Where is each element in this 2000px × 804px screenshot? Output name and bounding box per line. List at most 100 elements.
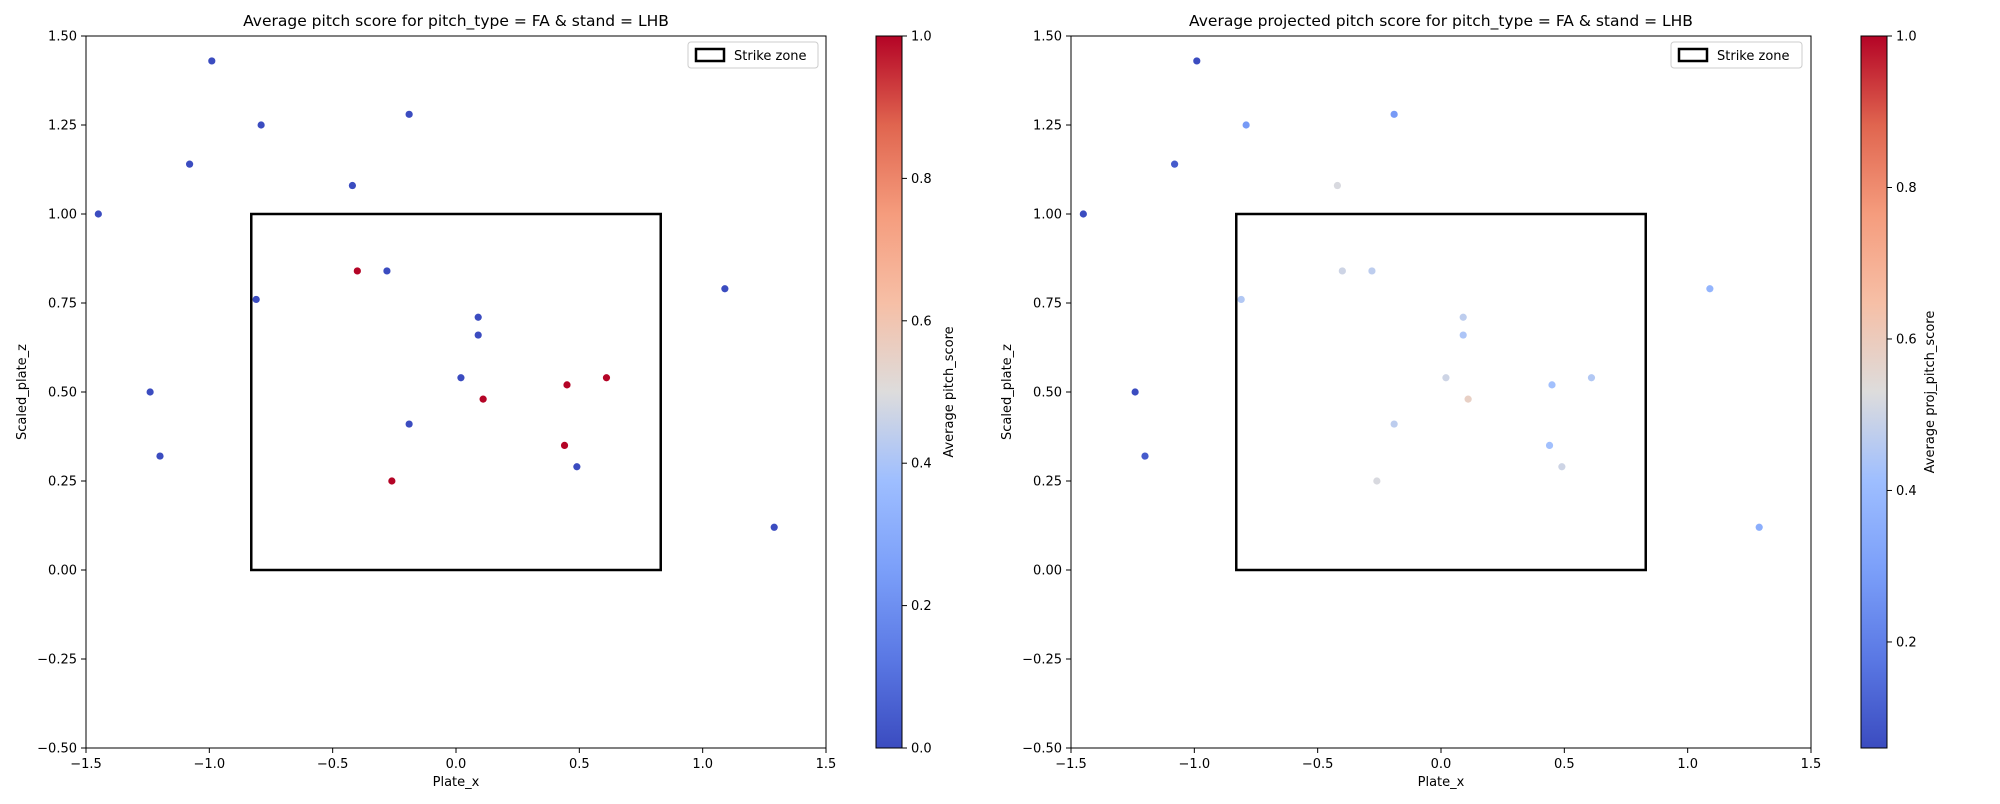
x-tick-label: −0.5 xyxy=(1302,757,1334,772)
plot-frame xyxy=(85,35,827,749)
colorbar-tick-label: 0.2 xyxy=(1896,635,1917,650)
y-tick-label: 0.50 xyxy=(48,386,77,401)
colorbar: 0.0 0.2 0.4 0.6 0.8 1.0 xyxy=(875,30,932,757)
y-tick-label: 1.50 xyxy=(48,30,77,45)
scatter-point xyxy=(474,313,482,321)
scatter-point xyxy=(1459,331,1467,339)
scatter-point xyxy=(405,110,413,118)
colorbar-tick-label: 0.8 xyxy=(1896,181,1917,196)
x-tick-label: 1.0 xyxy=(1677,757,1698,772)
x-tick-label: −1.5 xyxy=(70,757,102,772)
colorbar-tick-label: 0.0 xyxy=(911,742,932,757)
y-tick-label: 0.00 xyxy=(1033,564,1062,579)
scatter-point xyxy=(1131,388,1139,396)
legend: Strike zone xyxy=(687,41,819,69)
strike-zone xyxy=(250,212,662,572)
legend-strike-zone-swatch xyxy=(694,47,726,63)
scatter-point xyxy=(1237,295,1245,304)
x-tick-label: 1.5 xyxy=(1801,757,1822,772)
scatter-point xyxy=(721,285,729,293)
x-tick-label: 0.5 xyxy=(1554,757,1575,772)
scatter-point xyxy=(1338,267,1346,275)
scatter-point xyxy=(474,331,482,339)
y-tick-label: −0.50 xyxy=(37,742,77,757)
plot-area: −1.5 −1.0 −0.5 0.0 0.5 1.0 1.5 −0.50 −0.25 0.00 0.… xyxy=(1022,30,1821,773)
scatter-point xyxy=(383,267,391,275)
scatter-point xyxy=(348,181,356,190)
scatter-point xyxy=(573,463,581,471)
scatter-point xyxy=(257,121,265,129)
y-tick-label: 0.00 xyxy=(48,564,77,579)
chart-title: Average projected pitch score for pitch_… xyxy=(1189,12,1693,31)
x-tick-label: −1.5 xyxy=(1055,757,1087,772)
scatter-point xyxy=(1368,267,1376,275)
x-tick-label: 0.0 xyxy=(1431,757,1452,772)
scatter-point xyxy=(252,295,260,304)
scatter-point xyxy=(388,477,396,485)
colorbar-tick-label: 1.0 xyxy=(1896,30,1917,45)
colorbar-gradient xyxy=(875,35,903,749)
scatter-point xyxy=(1079,210,1087,218)
scatter-point xyxy=(1333,181,1341,190)
scatter-point xyxy=(1558,463,1566,471)
scatter-point xyxy=(1548,381,1556,389)
y-axis-label: Scaled_plate_z xyxy=(1000,344,1015,440)
scatter-point xyxy=(563,381,571,389)
legend-label: Strike zone xyxy=(734,49,807,64)
colorbar-tick-label: 0.4 xyxy=(1896,484,1917,499)
x-axis-label: Plate_x xyxy=(1418,775,1465,790)
scatter-point xyxy=(770,523,778,531)
legend-strike-zone-swatch xyxy=(1677,47,1709,63)
x-tick-label: 1.5 xyxy=(816,757,837,772)
colorbar-tick-label: 0.4 xyxy=(911,457,932,472)
y-tick-label: 1.00 xyxy=(1033,208,1062,223)
x-tick-label: −1.0 xyxy=(194,757,226,772)
scatter-point xyxy=(457,374,465,382)
y-tick-label: 1.25 xyxy=(1033,119,1062,134)
colorbar-tick-label: 0.2 xyxy=(911,599,932,614)
x-axis-label: Plate_x xyxy=(433,775,480,790)
x-tick-label: −0.5 xyxy=(317,757,349,772)
colorbar-label: Average pitch_score xyxy=(942,326,957,457)
chart-projected-pitch-score: Average projected pitch score for pitch_… xyxy=(1000,12,1938,790)
x-tick-label: 0.5 xyxy=(569,757,590,772)
y-axis-label: Scaled_plate_z xyxy=(15,344,30,440)
y-tick-label: 0.75 xyxy=(48,297,77,312)
plot-frame xyxy=(1070,35,1812,749)
scatter-point xyxy=(186,160,194,168)
x-tick-label: 1.0 xyxy=(692,757,713,772)
y-tick-label: 1.25 xyxy=(48,119,77,134)
colorbar-gradient xyxy=(1860,35,1888,749)
scatter-point xyxy=(1545,441,1554,449)
colorbar: 0.2 0.4 0.6 0.8 1.0 xyxy=(1860,30,1917,749)
y-tick-label: −0.25 xyxy=(37,653,77,668)
y-tick-label: 0.50 xyxy=(1033,386,1062,401)
scatter-point xyxy=(1442,374,1450,382)
scatter-point xyxy=(602,374,611,382)
scatter-point xyxy=(94,210,102,218)
y-tick-label: −0.25 xyxy=(1022,653,1062,668)
colorbar-tick-label: 0.8 xyxy=(911,172,932,187)
scatter-point xyxy=(1171,160,1179,168)
scatter-point xyxy=(156,452,164,460)
legend: Strike zone xyxy=(1670,41,1803,69)
scatter-point xyxy=(146,388,154,396)
scatter-point xyxy=(1587,374,1596,382)
scatter-point xyxy=(1390,420,1398,428)
scatter-point xyxy=(479,395,487,403)
colorbar-label: Average proj_pitch_score xyxy=(1923,311,1938,474)
x-tick-label: −1.0 xyxy=(1179,757,1211,772)
scatter-point xyxy=(1755,523,1763,531)
y-tick-label: 0.25 xyxy=(1033,475,1062,490)
scatter-point xyxy=(1706,285,1714,293)
y-tick-label: 0.25 xyxy=(48,475,77,490)
legend-label: Strike zone xyxy=(1717,49,1790,64)
y-tick-label: 1.50 xyxy=(1033,30,1062,45)
scatter-point xyxy=(560,441,569,449)
scatter-point xyxy=(1193,57,1201,65)
scatter-point xyxy=(405,420,413,428)
colorbar-tick-label: 0.6 xyxy=(1896,332,1917,347)
scatter-point xyxy=(1390,110,1398,118)
scatter-point xyxy=(1141,452,1149,460)
